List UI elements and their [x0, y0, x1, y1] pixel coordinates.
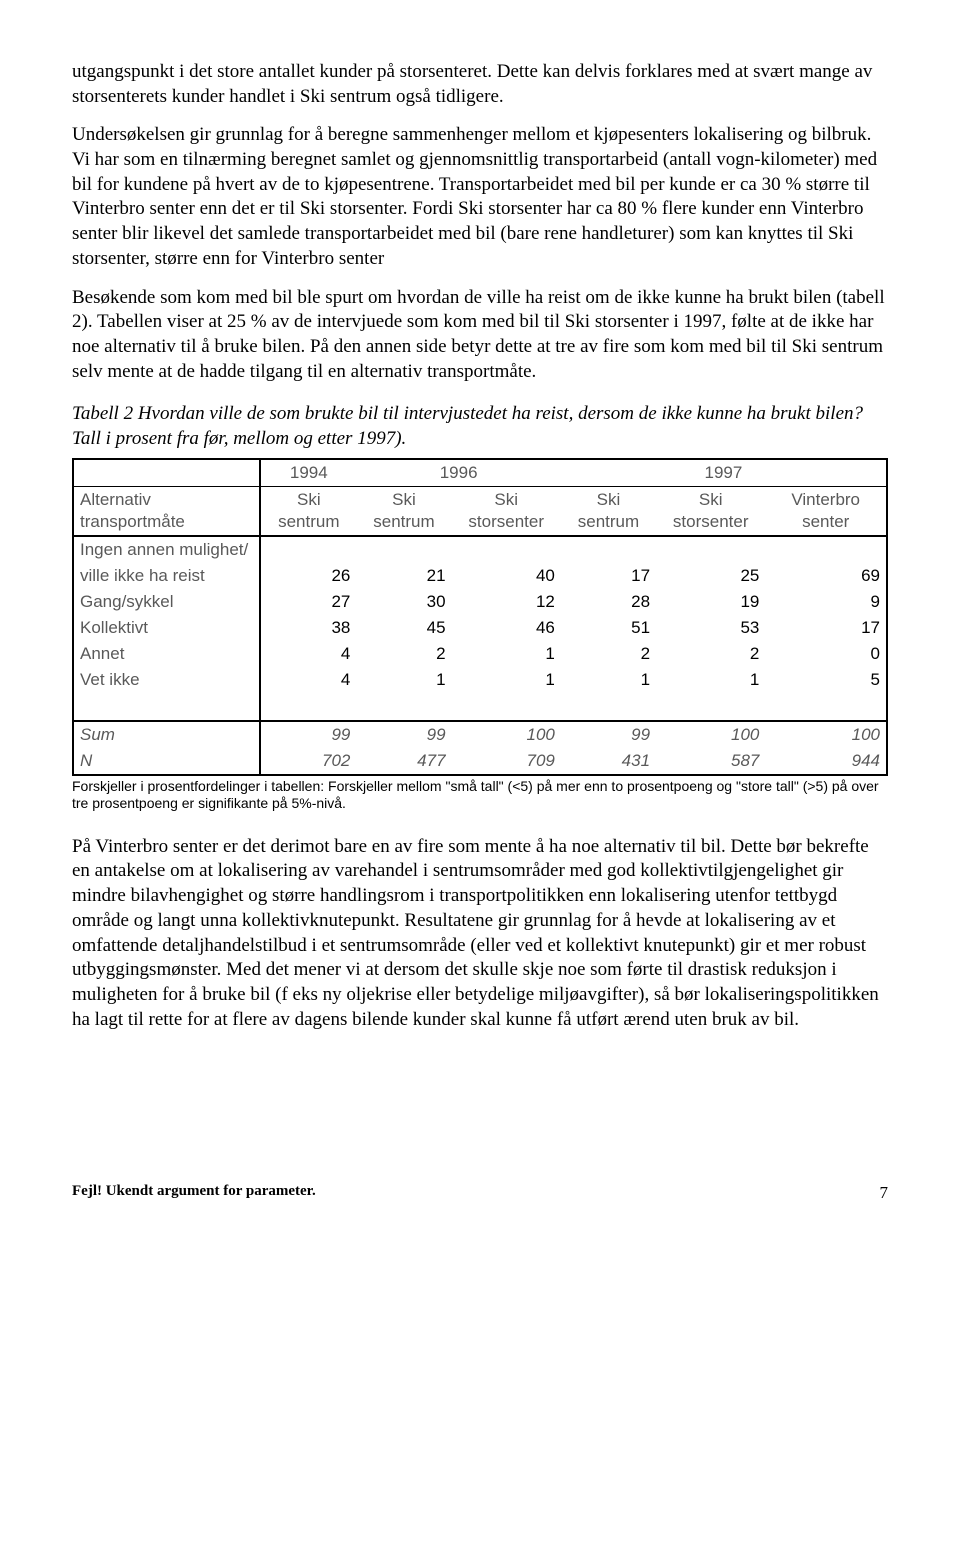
cell: 4	[260, 641, 356, 667]
n-cell: 431	[561, 748, 656, 775]
row-label-empty	[73, 693, 260, 720]
sum-cell: 99	[356, 721, 451, 748]
cell: 53	[656, 615, 765, 641]
cell: 0	[765, 641, 887, 667]
n-cell: 587	[656, 748, 765, 775]
table-caption: Tabell 2 Hvordan ville de som brukte bil…	[72, 402, 888, 451]
row-label: Vet ikke	[73, 667, 260, 693]
paragraph-1: utgangspunkt i det store antallet kunder…	[72, 60, 888, 109]
cell: 51	[561, 615, 656, 641]
year-1996: 1996	[356, 459, 561, 487]
n-cell: 709	[452, 748, 561, 775]
col-4: Ski sentrum	[561, 486, 656, 536]
cell: 17	[765, 615, 887, 641]
page-number: 7	[880, 1182, 889, 1204]
footer-error-text: Fejl! Ukendt argument for parameter.	[72, 1183, 316, 1199]
sum-cell: 100	[452, 721, 561, 748]
sum-cell: 100	[656, 721, 765, 748]
col-1: Ski sentrum	[260, 486, 356, 536]
cell: 21	[356, 563, 451, 589]
col-6: Vinterbro senter	[765, 486, 887, 536]
cell: 27	[260, 589, 356, 615]
cell: 28	[561, 589, 656, 615]
cell: 2	[656, 641, 765, 667]
col-2: Ski sentrum	[356, 486, 451, 536]
row-label: Gang/sykkel	[73, 589, 260, 615]
cell: 46	[452, 615, 561, 641]
year-1994: 1994	[260, 459, 356, 487]
cell: 9	[765, 589, 887, 615]
cell: 4	[260, 667, 356, 693]
cell: 2	[561, 641, 656, 667]
cell: 12	[452, 589, 561, 615]
sum-cell: 99	[260, 721, 356, 748]
cell: 1	[561, 667, 656, 693]
cell: 40	[452, 563, 561, 589]
cell: 1	[452, 667, 561, 693]
sum-cell: 100	[765, 721, 887, 748]
cell: 1	[452, 641, 561, 667]
cell: 17	[561, 563, 656, 589]
table-footnote: Forskjeller i prosentfordelinger i tabel…	[72, 778, 888, 813]
n-cell: 702	[260, 748, 356, 775]
sum-cell: 99	[561, 721, 656, 748]
row-label: Ingen annen mulighet/	[73, 536, 260, 563]
row-label: Annet	[73, 641, 260, 667]
col-3: Ski storsenter	[452, 486, 561, 536]
row-header-label: Alternativ transportmåte	[73, 486, 260, 536]
cell: 69	[765, 563, 887, 589]
col-5: Ski storsenter	[656, 486, 765, 536]
paragraph-3: Besøkende som kom med bil ble spurt om h…	[72, 286, 888, 385]
paragraph-4: På Vinterbro senter er det derimot bare …	[72, 835, 888, 1033]
row-label: Kollektivt	[73, 615, 260, 641]
row-label: ville ikke ha reist	[73, 563, 260, 589]
cell: 26	[260, 563, 356, 589]
cell: 38	[260, 615, 356, 641]
sum-label: Sum	[73, 721, 260, 748]
cell: 25	[656, 563, 765, 589]
cell: 45	[356, 615, 451, 641]
cell: 1	[356, 667, 451, 693]
cell: 19	[656, 589, 765, 615]
cell: 2	[356, 641, 451, 667]
n-cell: 477	[356, 748, 451, 775]
paragraph-2: Undersøkelsen gir grunnlag for å beregne…	[72, 123, 888, 271]
cell: 5	[765, 667, 887, 693]
cell: 1	[656, 667, 765, 693]
data-table: 1994 1996 1997 Alternativ transportmåte …	[72, 458, 888, 776]
year-1997: 1997	[561, 459, 887, 487]
cell: 30	[356, 589, 451, 615]
n-cell: 944	[765, 748, 887, 775]
n-label: N	[73, 748, 260, 775]
